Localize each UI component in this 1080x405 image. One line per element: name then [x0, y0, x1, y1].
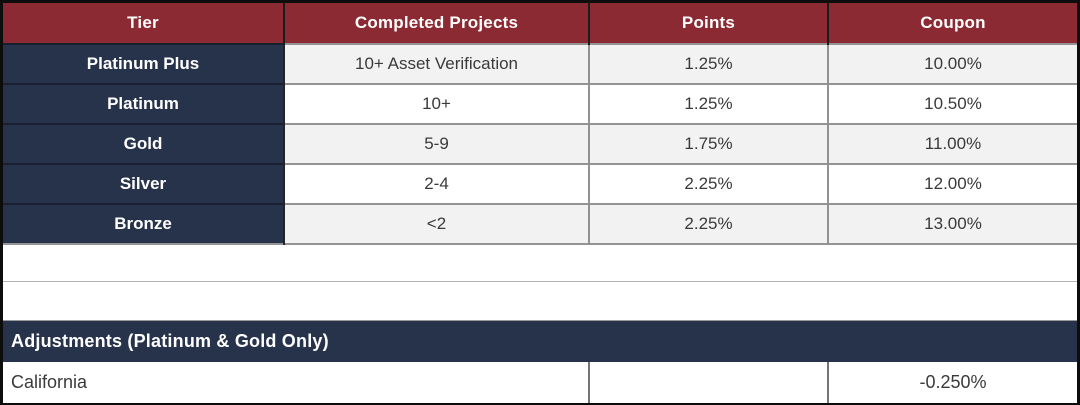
adjustments-section-header: Adjustments (Platinum & Gold Only)	[3, 319, 1077, 362]
coupon-cell: 12.00%	[827, 163, 1077, 204]
table-row-platinum-plus: Platinum Plus 10+ Asset Verification 1.2…	[3, 43, 1077, 84]
adjustment-label-cell: California	[3, 362, 589, 403]
spacer-row	[3, 243, 1077, 281]
tier-rate-table: Tier Completed Projects Points Coupon Pl…	[3, 3, 1077, 403]
column-header-completed-projects: Completed Projects	[283, 3, 589, 44]
completed-projects-cell: 10+	[284, 83, 589, 124]
adjustment-coupon-cell: -0.250%	[827, 362, 1077, 403]
column-header-tier: Tier	[3, 3, 284, 44]
table-row-bronze: Bronze <2 2.25% 13.00%	[3, 203, 1077, 244]
table-row-silver: Silver 2-4 2.25% 12.00%	[3, 163, 1077, 204]
completed-projects-cell: <2	[284, 203, 589, 244]
spacer-row	[3, 280, 1077, 320]
completed-projects-cell: 2-4	[284, 163, 589, 204]
spacer-cell	[3, 243, 1077, 281]
column-header-points: Points	[588, 3, 828, 44]
table-row-gold: Gold 5-9 1.75% 11.00%	[3, 123, 1077, 164]
adjustments-title: Adjustments (Platinum & Gold Only)	[3, 319, 1077, 362]
coupon-cell: 10.00%	[827, 43, 1077, 84]
completed-projects-cell: 5-9	[284, 123, 589, 164]
points-cell: 1.75%	[588, 123, 828, 164]
coupon-cell: 10.50%	[827, 83, 1077, 124]
table-header-row: Tier Completed Projects Points Coupon	[3, 3, 1077, 44]
points-cell: 1.25%	[588, 83, 828, 124]
tier-cell: Bronze	[3, 203, 285, 244]
points-cell: 2.25%	[588, 163, 828, 204]
tier-cell: Gold	[3, 123, 285, 164]
points-cell: 1.25%	[588, 43, 828, 84]
coupon-cell: 11.00%	[827, 123, 1077, 164]
tier-cell: Silver	[3, 163, 285, 204]
spacer-cell	[3, 280, 1077, 320]
completed-projects-cell: 10+ Asset Verification	[284, 43, 589, 84]
tier-cell: Platinum	[3, 83, 285, 124]
coupon-cell: 13.00%	[827, 203, 1077, 244]
points-cell: 2.25%	[588, 203, 828, 244]
table-row-platinum: Platinum 10+ 1.25% 10.50%	[3, 83, 1077, 124]
tier-cell: Platinum Plus	[3, 43, 285, 84]
column-header-coupon: Coupon	[827, 3, 1077, 44]
adjustment-points-cell	[588, 362, 828, 403]
table-row-california: California -0.250%	[3, 362, 1077, 403]
